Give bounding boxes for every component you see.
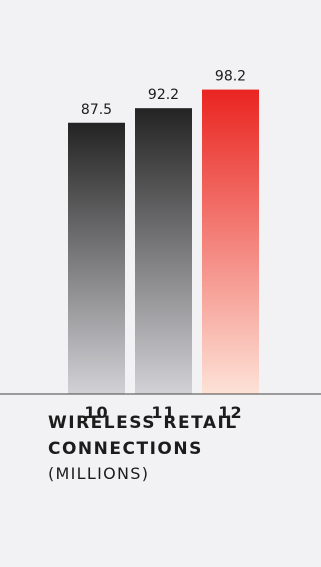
chart-title-line-2: CONNECTIONS — [48, 439, 203, 459]
chart-caption: WIRELESS RETAIL CONNECTIONS (MILLIONS) — [48, 410, 238, 486]
chart-title-line-1: WIRELESS RETAIL — [48, 413, 238, 433]
value-label-12: 98.2 — [215, 69, 246, 85]
category-label-11: 11 — [151, 403, 175, 422]
category-label-10: 10 — [84, 403, 108, 422]
bar-11 — [135, 108, 192, 395]
value-label-11: 92.2 — [148, 87, 179, 103]
bar-10 — [68, 122, 125, 394]
category-label-12: 12 — [218, 403, 242, 422]
value-label-10: 87.5 — [81, 102, 112, 118]
bar-chart: 87.5 10 92.2 11 98.2 12 — [0, 69, 321, 422]
bars-layer — [68, 89, 259, 395]
chart-subtitle: (MILLIONS) — [48, 464, 150, 483]
bar-12 — [202, 89, 259, 394]
labels-layer: 87.5 10 92.2 11 98.2 12 — [81, 69, 246, 422]
